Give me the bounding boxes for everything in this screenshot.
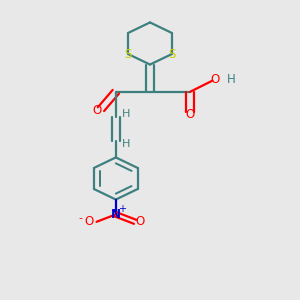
- Text: O: O: [135, 215, 144, 228]
- Text: S: S: [168, 47, 175, 61]
- Text: -: -: [78, 213, 82, 223]
- Text: O: O: [84, 215, 94, 228]
- Text: H: H: [122, 109, 130, 119]
- Text: S: S: [124, 47, 132, 61]
- Text: H: H: [122, 139, 130, 149]
- Text: H: H: [226, 73, 235, 86]
- Text: O: O: [93, 104, 102, 117]
- Text: N: N: [111, 208, 121, 221]
- Text: O: O: [211, 73, 220, 86]
- Text: O: O: [185, 108, 195, 121]
- Text: +: +: [118, 204, 126, 214]
